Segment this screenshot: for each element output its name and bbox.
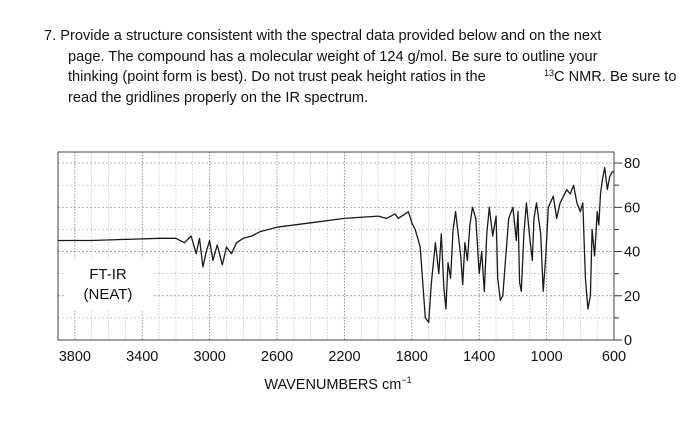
question-text: 7. Provide a structure consistent with t… — [44, 26, 684, 108]
x-tick-label: 3800 — [59, 349, 91, 365]
label-box-background — [66, 258, 152, 310]
x-axis-title: WAVENUMBERS cm−1 — [264, 375, 411, 393]
question-line-3: thinking (point form is best). Do not tr… — [68, 69, 486, 85]
x-tick-label: 3400 — [126, 349, 158, 365]
y-tick-label: 20 — [624, 289, 640, 305]
question-line-1: 7. Provide a structure consistent with t… — [44, 28, 602, 44]
question-line-2: page. The compound has a molecular weigh… — [68, 48, 598, 65]
x-tick-label: 2600 — [261, 349, 293, 365]
neat-label: (NEAT) — [84, 286, 133, 303]
x-tick-label: 1400 — [463, 349, 495, 365]
plot-border — [57, 151, 615, 341]
y-tick-label: 60 — [624, 200, 640, 216]
y-tick-label: 80 — [624, 156, 640, 172]
question-line-4: read the gridlines properly on the IR sp… — [68, 89, 369, 106]
x-tick-label: 3000 — [194, 349, 226, 365]
spectrum-frame — [57, 151, 615, 341]
ft-ir-label: FT-IR — [89, 266, 127, 283]
x-tick-label: 1800 — [396, 349, 428, 365]
question-line-3b: 13C NMR. Be sure to — [544, 68, 677, 86]
nmr-superscript: 13 — [544, 68, 555, 78]
ir-trace-line — [58, 166, 614, 323]
question-number: 7. — [44, 28, 57, 44]
y-tick-label: 40 — [624, 245, 640, 261]
x-tick-label: 1000 — [530, 349, 562, 365]
x-axis-tick-labels: 3800 3400 3000 2600 2200 1800 1400 1000 600 — [59, 349, 626, 365]
y-axis-ticks — [614, 162, 622, 341]
x-tick-label: 600 — [602, 349, 626, 365]
y-axis-tick-labels: 0 20 40 60 80 — [624, 156, 640, 349]
y-tick-label: 0 — [624, 333, 632, 349]
x-tick-label: 2200 — [328, 349, 360, 365]
